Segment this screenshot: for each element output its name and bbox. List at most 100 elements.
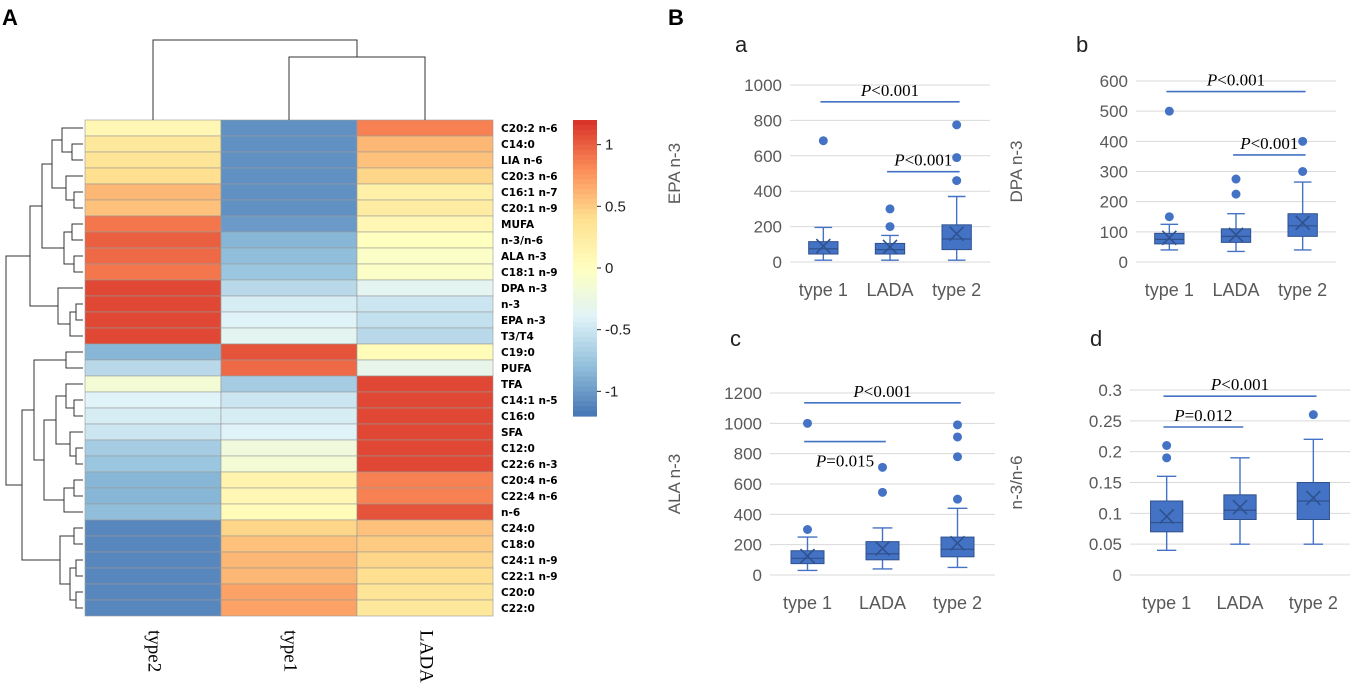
heatmap-cell (356, 535, 494, 553)
heatmap-cell (356, 599, 494, 617)
colorbar-segment (573, 391, 597, 397)
heatmap-cell (356, 263, 494, 281)
heatmap-row-label: DPA n-3 (501, 283, 547, 295)
outlier-point (1162, 441, 1172, 450)
dendrogram-branch (21, 409, 60, 561)
colorbar-segment (573, 401, 597, 407)
y-tick-label: 0 (773, 253, 782, 272)
heatmap-cell (356, 471, 494, 489)
heatmap-cell (220, 439, 358, 457)
y-axis-label: EPA n-3 (665, 143, 684, 204)
heatmap-cell (356, 119, 494, 137)
y-tick-label: 800 (734, 445, 762, 464)
colorbar-segment (573, 346, 597, 353)
dendrogram-branch (55, 395, 70, 445)
colorbar-segment (573, 322, 597, 328)
heatmap-cell (356, 151, 494, 169)
heatmap-cell (84, 583, 222, 601)
heatmap-row-label: C14:0 (501, 139, 535, 151)
colorbar-segment (573, 228, 597, 235)
colorbar-segment (573, 361, 597, 368)
box (940, 536, 975, 558)
x-category-label: type 2 (1278, 280, 1327, 300)
heatmap-cell (356, 423, 494, 441)
x-category-label: type 2 (932, 280, 981, 300)
heatmap-cell (84, 455, 222, 473)
y-tick-label: 200 (754, 218, 782, 237)
heatmap-cell (220, 151, 358, 169)
box (874, 242, 906, 255)
heatmap-cell (84, 167, 222, 185)
heatmap-cell (220, 295, 358, 313)
outlier-point (1298, 136, 1308, 146)
colorbar-tick-label: 0 (605, 260, 613, 277)
outlier-point (1164, 212, 1174, 222)
heatmap-cell (84, 567, 222, 585)
x-category-label: type 1 (799, 280, 848, 300)
colorbar-segment (573, 198, 597, 205)
y-tick-label: 0.3 (1098, 381, 1122, 400)
outlier-point (952, 153, 962, 163)
dendrogram-branch (73, 191, 83, 209)
box (790, 550, 825, 565)
colorbar-segment (573, 381, 597, 387)
colorbar-tick-label: -1 (605, 383, 618, 400)
heatmap-cell (84, 279, 222, 297)
heatmap-cell (356, 279, 494, 297)
boxplot-b: b 0 100 200 300 400 500 600 DPA n-3 type 1 LADA typ… (1007, 32, 1336, 300)
colorbar-segment (573, 287, 597, 294)
mean-marker (815, 238, 831, 254)
heatmap-cell (220, 183, 358, 201)
colorbar-segment (573, 129, 597, 136)
heatmap-cell (356, 199, 494, 217)
boxplot-a: a 0 200 400 600 800 1000 EPA n-3 type 1 LADA type … (665, 32, 990, 300)
colorbar-segment (573, 332, 597, 338)
dendrogram-branch (59, 535, 74, 585)
y-axis-label: DPA n-3 (1007, 140, 1026, 202)
heatmap-row-label: MUFA (501, 219, 535, 231)
x-category-label: LADA (1212, 280, 1259, 300)
dendrogram-branch (73, 479, 83, 497)
heatmap-cell (356, 343, 494, 361)
colorbar-segment (573, 312, 597, 318)
heatmap-cell (220, 407, 358, 425)
colorbar-segment (573, 366, 597, 373)
y-tick-label: 1000 (724, 414, 762, 433)
heatmap-row-label: n-6 (501, 507, 520, 519)
significance-label: P<0.001 (852, 382, 911, 401)
colorbar-tick-label: 0.5 (605, 198, 626, 215)
x-category-label: type 1 (783, 593, 832, 613)
colorbar-segment (573, 233, 597, 239)
colorbar-segment (573, 169, 597, 175)
heatmap-cell (356, 583, 494, 601)
significance-label: P=0.015 (815, 452, 874, 471)
heatmap-row-label: C16:1 n-7 (501, 187, 558, 199)
heatmap-cell (84, 135, 222, 153)
heatmap-cell (84, 423, 222, 441)
heatmap-row-label: LIA n-6 (501, 155, 543, 167)
heatmap-cell (220, 503, 358, 521)
dendrogram-branch (5, 255, 30, 486)
box (941, 224, 972, 251)
colorbar-segment (573, 218, 597, 225)
y-tick-label: 400 (734, 505, 762, 524)
heatmap-cell (84, 247, 222, 265)
subpanel-letter: b (1076, 32, 1088, 57)
heatmap-cell (356, 135, 494, 153)
heatmap-cell (220, 215, 358, 233)
colorbar-segment (573, 194, 597, 200)
outlier-point (1231, 174, 1241, 184)
colorbar-segment (573, 386, 597, 392)
heatmap-cell (356, 183, 494, 201)
colorbar-segment (573, 139, 597, 146)
heatmap-cell (84, 231, 222, 249)
mean-marker (874, 540, 891, 557)
box (1287, 213, 1318, 237)
y-tick-label: 400 (754, 182, 782, 201)
colorbar-segment (573, 263, 597, 269)
outlier-point (878, 487, 887, 497)
y-tick-label: 100 (1100, 223, 1128, 242)
heatmap-cell (220, 135, 358, 153)
significance-label: P<0.001 (1210, 375, 1269, 394)
